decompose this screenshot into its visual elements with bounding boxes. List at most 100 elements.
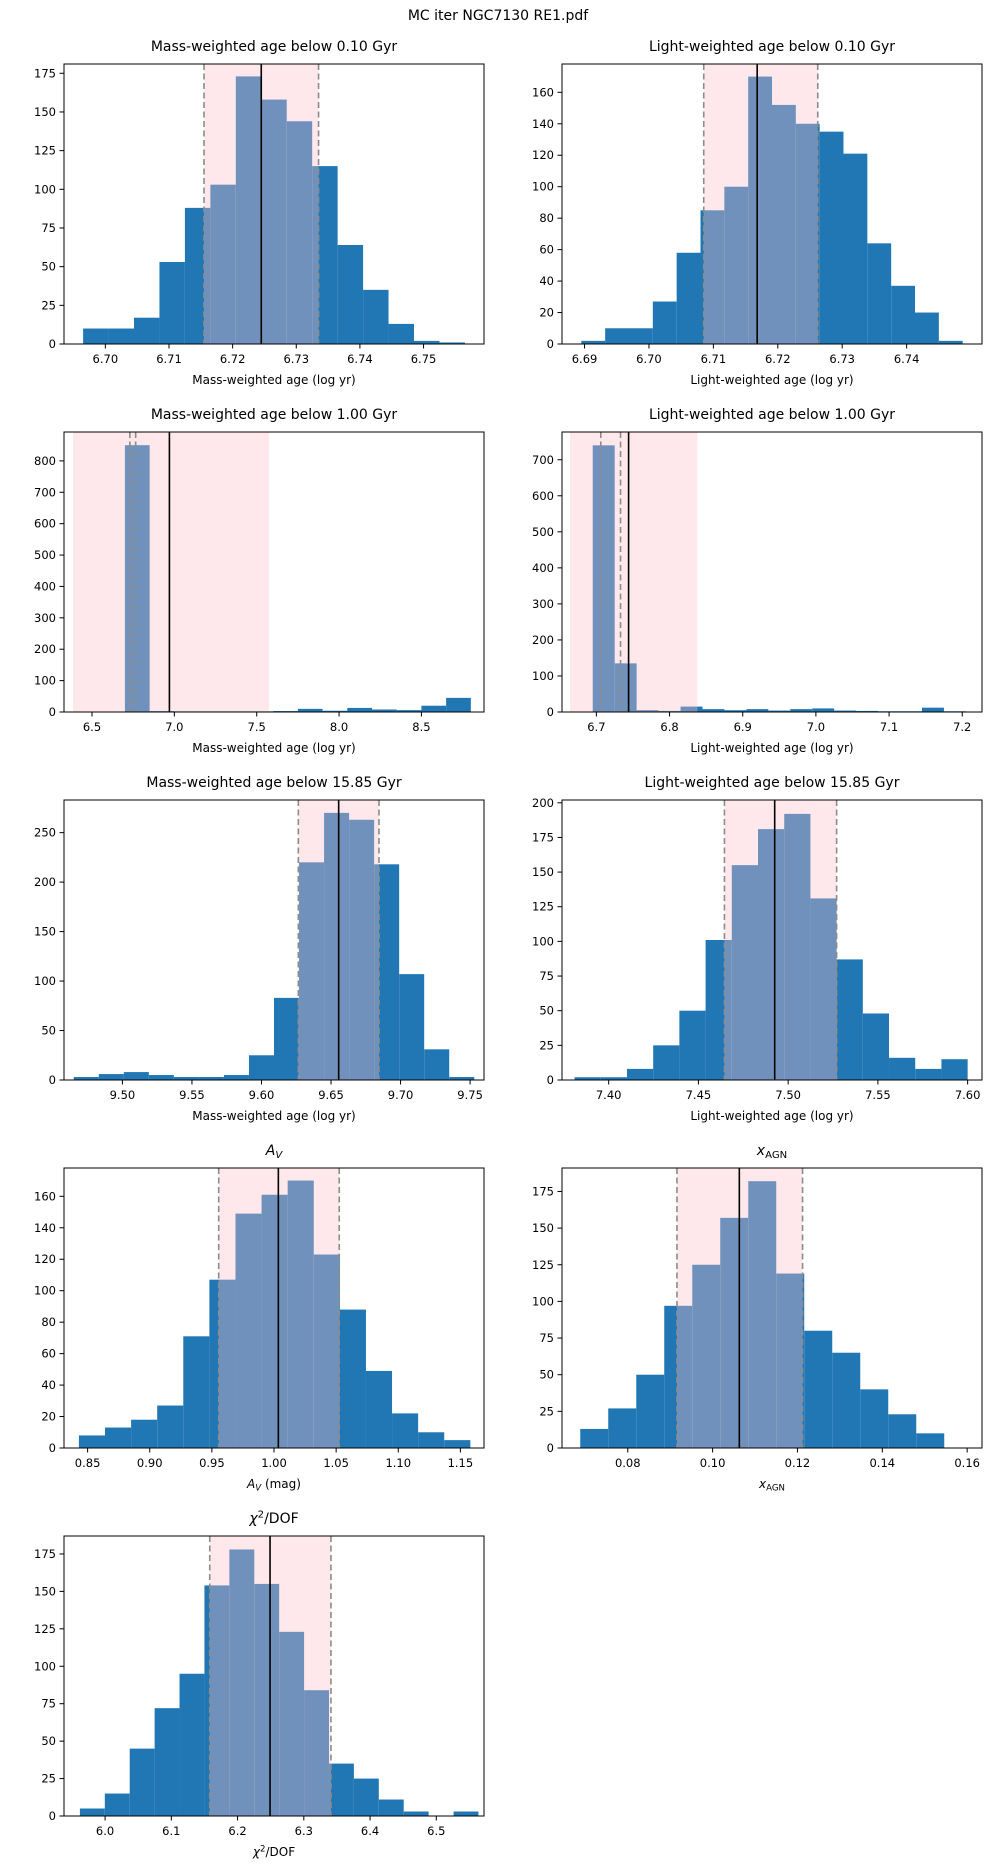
x-tick-label: 0.12 xyxy=(785,1456,811,1470)
histogram-bar xyxy=(574,1077,601,1080)
histogram-bar xyxy=(421,705,447,712)
y-tick-label: 0 xyxy=(547,337,554,351)
x-tick-label: 6.69 xyxy=(572,352,598,366)
y-tick-label: 25 xyxy=(41,1772,56,1786)
histogram-bar xyxy=(784,813,811,1080)
histogram-bar xyxy=(843,153,868,344)
x-tick-label: 7.0 xyxy=(807,720,825,734)
histogram-bar xyxy=(223,1075,249,1080)
y-tick-label: 75 xyxy=(539,1331,554,1345)
histogram-bar xyxy=(159,262,185,344)
histogram-bar xyxy=(746,709,769,712)
x-tick-label: 6.70 xyxy=(636,352,662,366)
subplot-title: χ2/DOF xyxy=(248,1510,298,1527)
histogram-bar xyxy=(286,121,313,345)
histogram-bar xyxy=(418,1432,445,1448)
histogram-bar xyxy=(229,1549,255,1816)
y-tick-label: 200 xyxy=(532,633,554,647)
histogram-bar xyxy=(349,819,375,1080)
subplot-light-age-below-1-00-gyr: 6.7 6.8 6.9 7.0 7.1 7.2 0 100 200 300 400 500 600 700… xyxy=(498,398,996,766)
y-tick-label: 200 xyxy=(532,796,554,810)
y-tick-label: 50 xyxy=(41,1024,56,1038)
histogram-bar xyxy=(313,1254,340,1448)
histogram-bar xyxy=(322,710,348,712)
x-axis-ticks: 0.08 0.10 0.12 0.14 0.16 xyxy=(615,1448,980,1470)
histogram-bars xyxy=(79,1549,479,1816)
y-tick-label: 175 xyxy=(34,1547,56,1561)
x-axis-label: Mass-weighted age (log yr) xyxy=(192,373,356,387)
histogram-bar xyxy=(261,99,287,344)
y-tick-label: 140 xyxy=(532,117,554,131)
x-axis-label: Light-weighted age (log yr) xyxy=(690,741,853,755)
histogram-svg: 0.08 0.10 0.12 0.14 0.16 0 25 50 75 100 125 150 175 x… xyxy=(532,1143,983,1494)
histogram-bar xyxy=(592,445,615,712)
histogram-bar xyxy=(938,340,963,344)
y-tick-label: 80 xyxy=(539,211,554,225)
x-tick-label: 9.60 xyxy=(249,1088,275,1102)
x-tick-label: 7.50 xyxy=(775,1088,801,1102)
y-axis-ticks: 0 25 50 75 100 125 150 175 200 xyxy=(532,796,562,1087)
histogram-bar xyxy=(235,76,262,344)
histogram-bar xyxy=(399,974,425,1080)
x-tick-label: 6.70 xyxy=(93,352,119,366)
confidence-band xyxy=(570,432,698,712)
x-tick-label: 6.73 xyxy=(829,352,855,366)
histogram-bar xyxy=(328,1763,354,1816)
percentile-dashed-lines xyxy=(129,432,137,712)
y-tick-label: 100 xyxy=(532,1294,554,1308)
x-axis-label: Light-weighted age (log yr) xyxy=(690,373,853,387)
histogram-bar xyxy=(790,709,813,712)
x-tick-label: 9.70 xyxy=(388,1088,414,1102)
y-tick-label: 60 xyxy=(41,1347,56,1361)
histogram-bar xyxy=(692,1264,721,1448)
y-tick-label: 700 xyxy=(532,453,554,467)
x-tick-label: 7.5 xyxy=(248,720,266,734)
y-axis-ticks: 0 100 200 300 400 500 600 700 xyxy=(532,453,562,719)
x-tick-label: 8.5 xyxy=(412,720,430,734)
histogram-bar xyxy=(832,1352,861,1448)
y-tick-label: 400 xyxy=(532,561,554,575)
x-tick-label: 6.74 xyxy=(347,352,373,366)
histogram-bar xyxy=(388,323,414,344)
x-tick-label: 7.2 xyxy=(953,720,971,734)
histogram-bar xyxy=(173,1077,199,1080)
histogram-bars xyxy=(581,76,963,345)
y-tick-label: 0 xyxy=(547,705,554,719)
histogram-bar xyxy=(78,1435,105,1448)
x-tick-label: 0.08 xyxy=(615,1456,641,1470)
histogram-bar xyxy=(98,1074,124,1080)
histogram-bar xyxy=(444,1440,471,1448)
y-tick-label: 125 xyxy=(532,900,554,914)
y-tick-label: 75 xyxy=(539,969,554,983)
histogram-bar xyxy=(179,1673,205,1816)
x-tick-label: 6.73 xyxy=(283,352,309,366)
histogram-bar xyxy=(279,1631,305,1816)
y-tick-label: 150 xyxy=(532,865,554,879)
x-tick-label: 6.1 xyxy=(162,1824,180,1838)
histogram-bar xyxy=(287,1180,314,1448)
y-tick-label: 150 xyxy=(34,925,56,939)
histogram-bar xyxy=(337,244,364,344)
y-tick-label: 160 xyxy=(532,85,554,99)
histogram-bars xyxy=(574,813,968,1080)
y-axis-ticks: 0 100 200 300 400 500 600 700 800 xyxy=(34,454,64,719)
histogram-bar xyxy=(679,1010,706,1080)
axes-box xyxy=(561,63,983,345)
histogram-bar xyxy=(378,1799,404,1816)
histogram-bar xyxy=(636,1374,665,1448)
histogram-bar xyxy=(449,1077,475,1080)
axes-box xyxy=(561,1167,983,1449)
histogram-bar xyxy=(210,184,236,344)
y-tick-label: 150 xyxy=(34,105,56,119)
histogram-bar xyxy=(628,328,653,344)
percentile-dashed-lines xyxy=(723,800,838,1080)
y-axis-ticks: 0 25 50 75 100 125 150 175 xyxy=(34,66,64,351)
histogram-bar xyxy=(862,1013,890,1080)
y-tick-label: 50 xyxy=(41,260,56,274)
histogram-bar xyxy=(148,1075,174,1080)
y-tick-label: 700 xyxy=(34,485,56,499)
x-axis-label: Light-weighted age (log yr) xyxy=(690,1109,853,1123)
y-tick-label: 600 xyxy=(532,489,554,503)
subplot-title: Mass-weighted age below 15.85 Gyr xyxy=(146,775,401,791)
